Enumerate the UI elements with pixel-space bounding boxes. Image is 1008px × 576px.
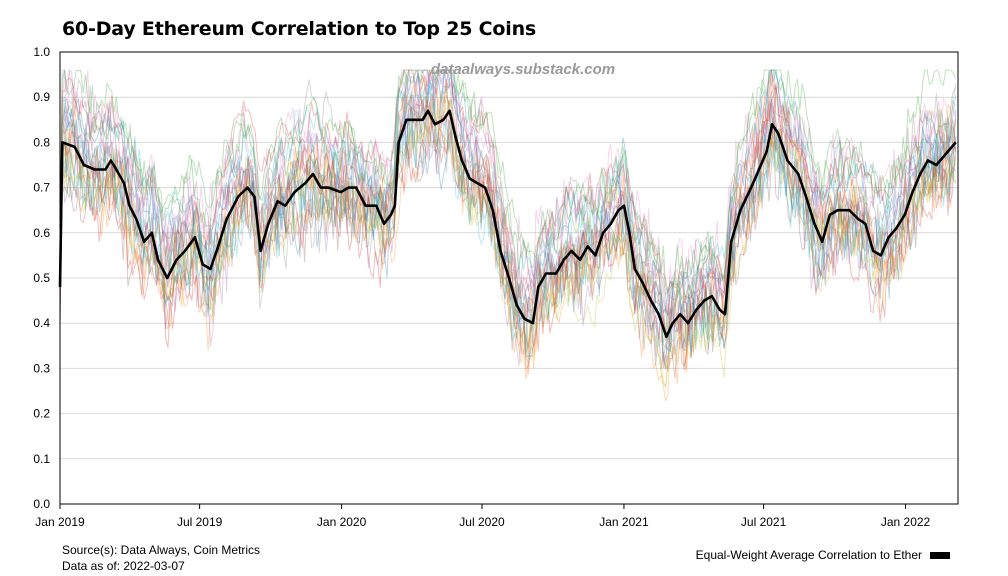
y-tick-label: 1.0: [33, 45, 50, 59]
x-tick-label: Jul 2020: [459, 515, 505, 529]
y-tick-label: 0.8: [33, 135, 50, 149]
x-tick-label: Jul 2021: [741, 515, 787, 529]
legend-swatch: [930, 551, 950, 559]
x-tick-label: Jan 2022: [881, 515, 931, 529]
y-tick-label: 0.2: [33, 407, 50, 421]
background-series-line: [59, 68, 957, 315]
y-tick-label: 0.1: [33, 452, 50, 466]
background-series-line: [59, 85, 957, 370]
background-series-line: [59, 69, 957, 295]
background-series-line: [59, 123, 957, 389]
legend-label: Equal-Weight Average Correlation to Ethe…: [695, 548, 922, 562]
x-tick-label: Jan 2021: [599, 515, 649, 529]
x-tick-label: Jan 2019: [35, 515, 85, 529]
background-series-line: [59, 69, 957, 338]
footer-source: Source(s): Data Always, Coin Metrics Dat…: [62, 542, 260, 574]
background-series-line: [59, 99, 957, 362]
y-tick-label: 0.0: [33, 497, 50, 511]
background-series-line: [59, 70, 957, 335]
watermark-text: dataalways.substack.com: [431, 61, 615, 78]
plot-frame: [59, 51, 959, 505]
background-series-line: [59, 85, 957, 360]
x-tick-label: Jan 2020: [317, 515, 367, 529]
background-series-line: [59, 69, 957, 315]
axes: 0.0 0.1 0.2 0.3 0.4 0.5 0.6 0.7 0.8 0.9 1.0 Jan 201…: [33, 45, 959, 529]
as-of-text: Data as of: 2022-03-07: [62, 559, 185, 573]
background-series-line: [59, 69, 957, 312]
background-series-line: [59, 80, 956, 345]
background-series-line: [59, 68, 957, 329]
average-correlation-line: [58, 109, 957, 339]
y-tick-label: 0.3: [33, 361, 50, 375]
chart-title: 60-Day Ethereum Correlation to Top 25 Co…: [62, 18, 537, 40]
average-series: [58, 109, 957, 339]
background-series-line: [59, 116, 957, 402]
background-series-line: [59, 103, 957, 372]
background-series-line: [59, 69, 957, 301]
background-series-line: [59, 97, 957, 375]
y-tick-label: 0.5: [33, 271, 50, 285]
y-tick-label: 0.4: [33, 316, 50, 330]
background-series-line: [59, 94, 957, 367]
source-text: Source(s): Data Always, Coin Metrics: [62, 543, 261, 557]
background-series-line: [59, 69, 957, 304]
correlation-chart: 0.0 0.1 0.2 0.3 0.4 0.5 0.6 0.7 0.8 0.9 1.0 Jan 201…: [33, 45, 959, 529]
y-tick-label: 0.7: [33, 181, 50, 195]
y-tick-label: 0.9: [33, 90, 50, 104]
x-tick-label: Jul 2019: [177, 515, 223, 529]
background-series-line: [59, 103, 957, 379]
background-series-line: [59, 75, 957, 369]
y-tick-label: 0.6: [33, 226, 50, 240]
background-series-line: [59, 69, 957, 358]
background-series: [59, 68, 957, 402]
legend: Equal-Weight Average Correlation to Ethe…: [696, 548, 950, 562]
